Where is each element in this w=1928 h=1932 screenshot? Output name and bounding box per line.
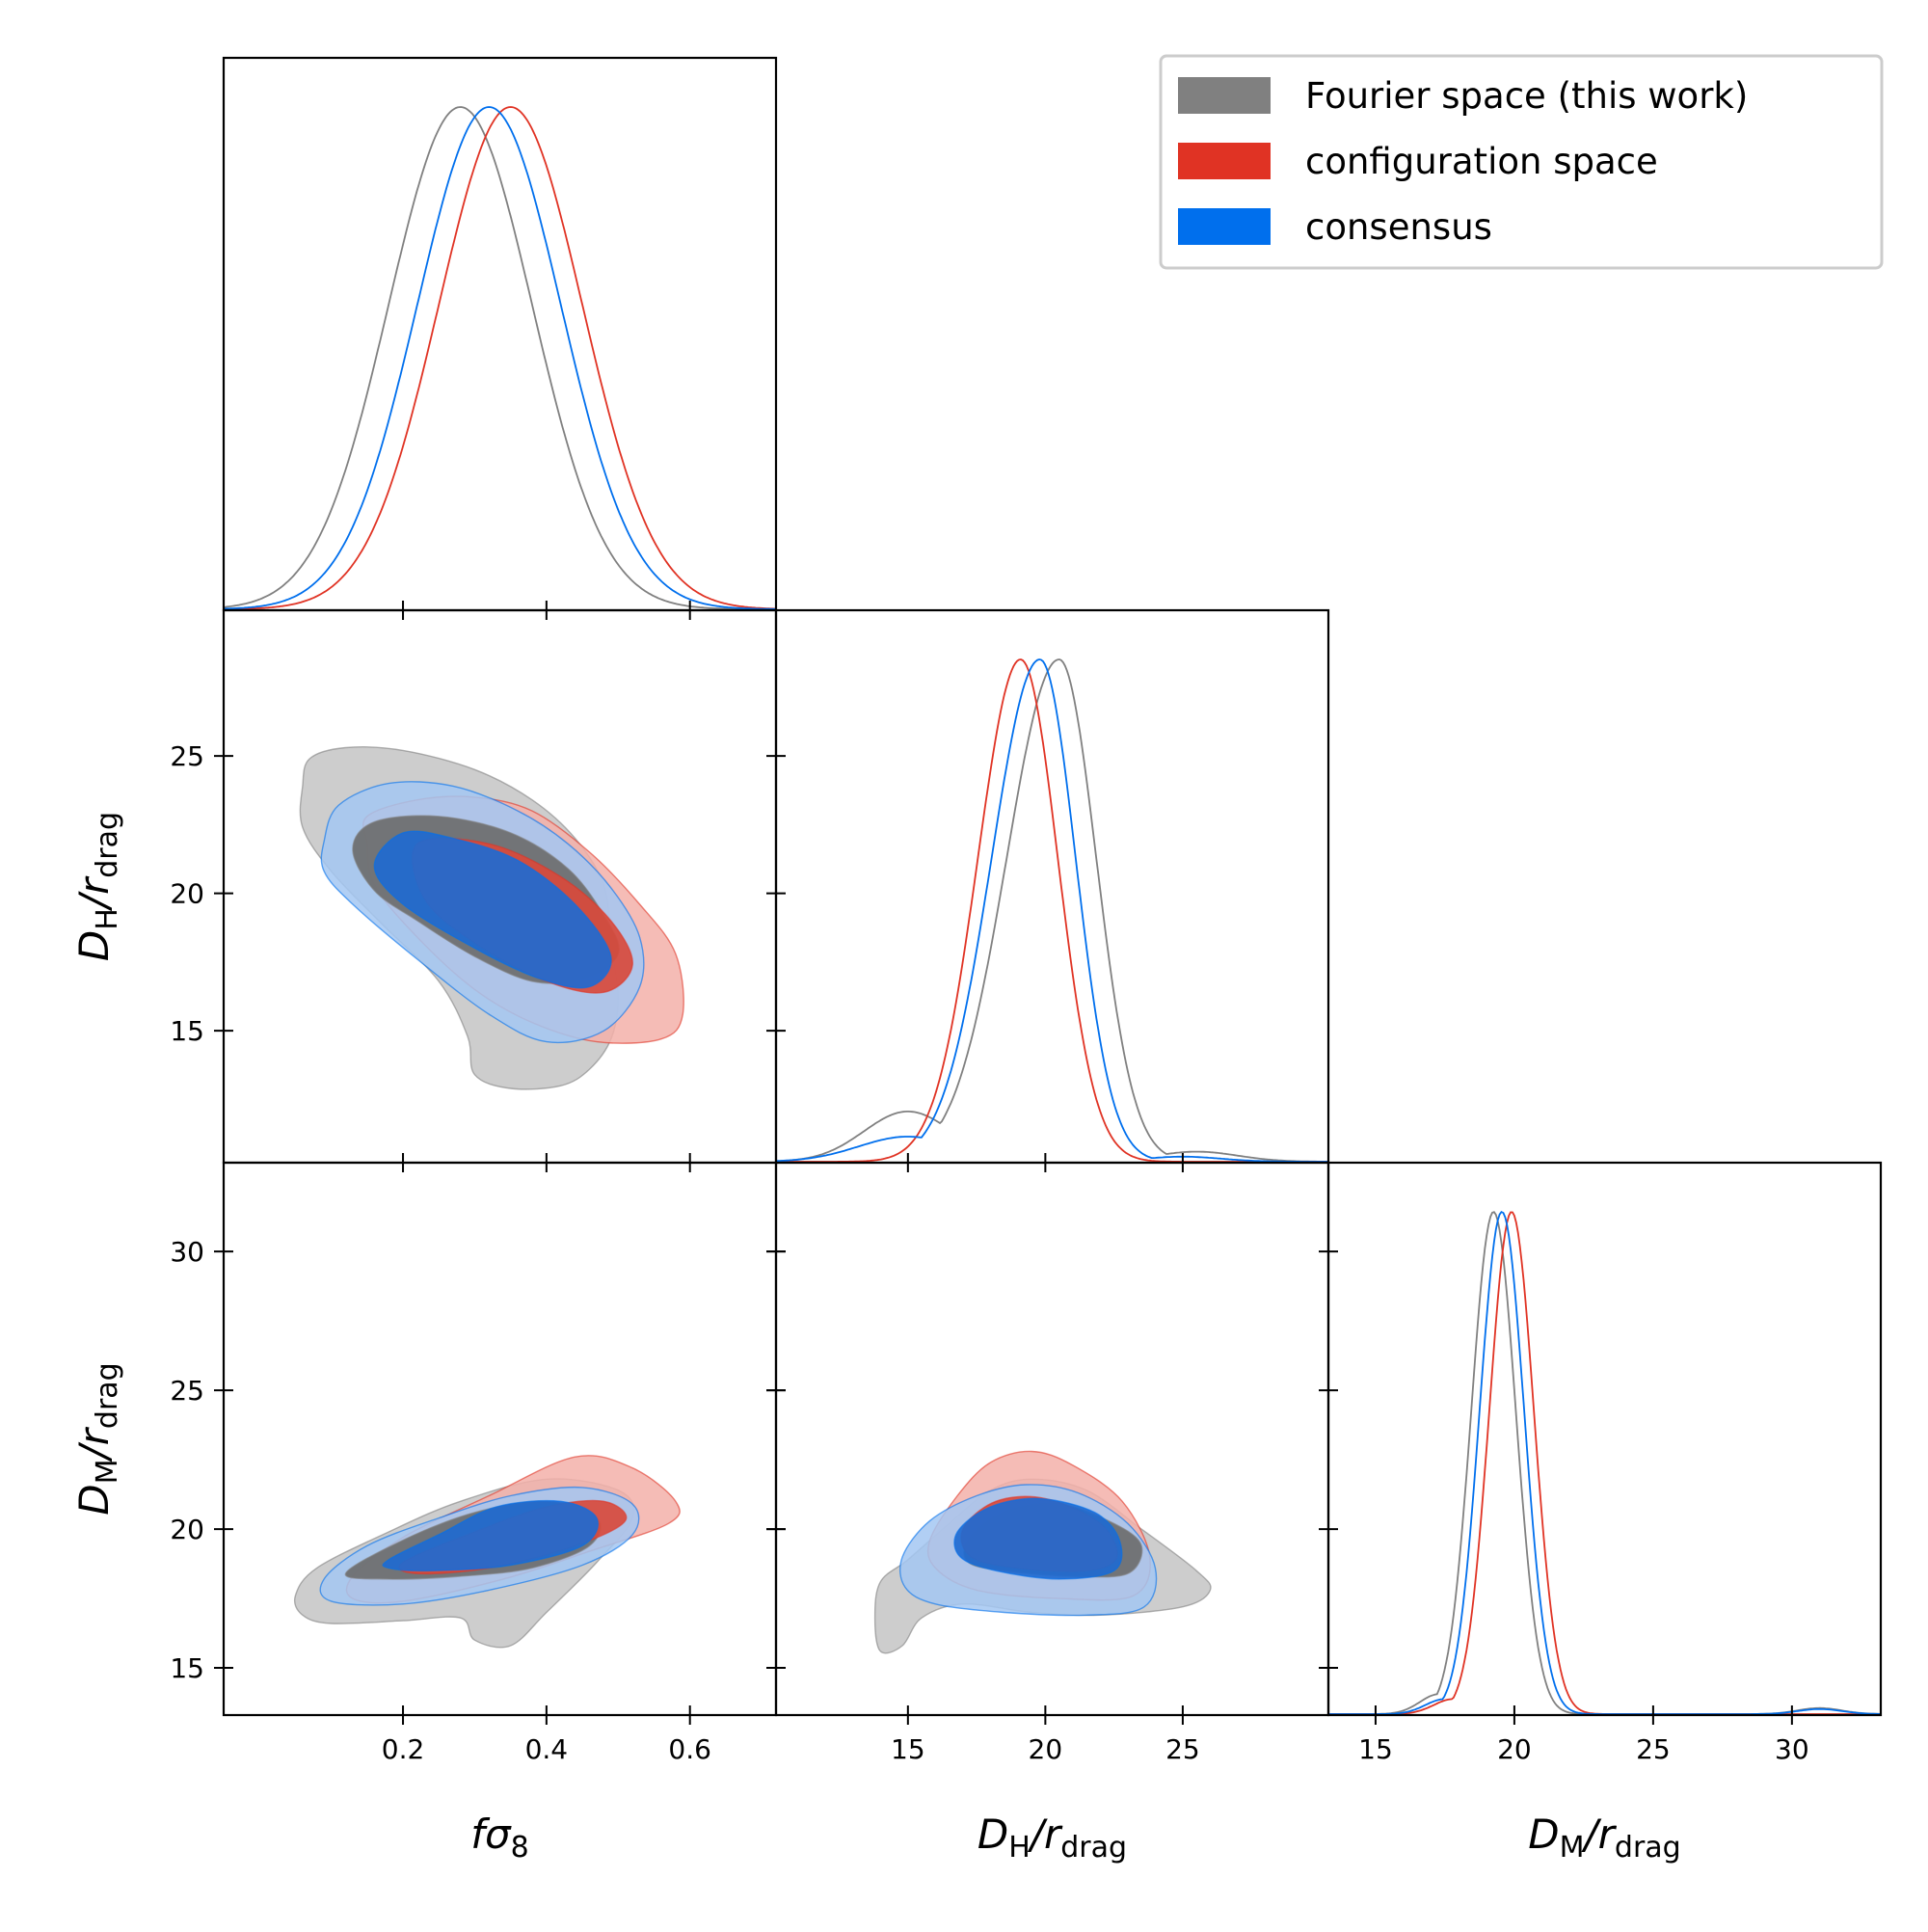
marginal-curve-fs8-series-0 [224, 106, 776, 610]
y-tick-label: 20 [170, 1514, 204, 1545]
x-tick-label: 0.4 [525, 1733, 569, 1765]
x-tick-label: 15 [1358, 1733, 1393, 1765]
y-tick-label: 15 [170, 1015, 204, 1047]
panel-fs8-DH [214, 608, 786, 1172]
marginal-curve-DM-series-1 [1328, 1211, 1881, 1715]
x-axis-label-DM: DM/rdrag [1528, 1811, 1680, 1865]
x-axis-label-DH: DH/rdrag [977, 1811, 1127, 1865]
y-tick-label: 25 [170, 740, 204, 772]
y-tick-label: 25 [170, 1375, 204, 1407]
x-tick-label: 30 [1775, 1733, 1809, 1765]
contour-inner-fs8_DM-series-2 [382, 1499, 600, 1572]
x-tick-label: 25 [1636, 1733, 1671, 1765]
y-tick-label: 15 [170, 1652, 204, 1684]
legend-label: Fourier space (this work) [1305, 75, 1748, 117]
panel-DH-DH [774, 608, 1330, 1172]
panel-DH-DM [766, 1161, 1338, 1725]
panel-fs8-DM [214, 1161, 786, 1725]
panel-frame [774, 608, 1330, 1165]
y-axis-label-DH: DH/rdrag [70, 812, 124, 961]
marginal-curve-DM-series-2 [1328, 1210, 1881, 1715]
marginal-curve-DH-series-2 [776, 658, 1328, 1163]
panel-DM-DM [1326, 1161, 1883, 1725]
x-tick-label: 0.2 [382, 1733, 425, 1765]
legend: Fourier space (this work) configuration s… [1159, 54, 1884, 270]
y-axis-label-DM: DM/rdrag [70, 1362, 124, 1515]
panel-fs8-fs8 [222, 56, 778, 620]
marginal-curve-DM-series-0 [1328, 1211, 1881, 1715]
x-tick-label: 25 [1165, 1733, 1200, 1765]
x-axis-label-fs8: fσ8 [470, 1811, 529, 1865]
y-tick-label: 30 [170, 1236, 204, 1268]
x-tick-label: 0.6 [668, 1733, 711, 1765]
panel-frame [222, 56, 778, 612]
legend-label: consensus [1305, 206, 1492, 248]
legend-label: configuration space [1305, 141, 1658, 182]
legend-swatch [1178, 77, 1271, 114]
marginal-curve-fs8-series-2 [224, 106, 776, 610]
x-tick-label: 20 [1029, 1733, 1063, 1765]
legend-swatch [1178, 208, 1271, 245]
x-tick-label: 20 [1497, 1733, 1532, 1765]
y-tick-label: 20 [170, 878, 204, 910]
x-tick-label: 15 [891, 1733, 925, 1765]
marginal-curve-DH-series-1 [776, 658, 1328, 1163]
marginal-curve-fs8-series-1 [224, 106, 776, 610]
panel-frame [774, 1161, 1330, 1717]
legend-frame [1159, 54, 1884, 270]
marginal-curve-DH-series-0 [776, 658, 1328, 1163]
legend-swatch [1178, 143, 1271, 179]
panel-frame [1326, 1161, 1883, 1717]
contour-inner-fs8_DH-series-2 [373, 830, 612, 989]
contour-inner-DH_DM-series-2 [953, 1497, 1123, 1580]
